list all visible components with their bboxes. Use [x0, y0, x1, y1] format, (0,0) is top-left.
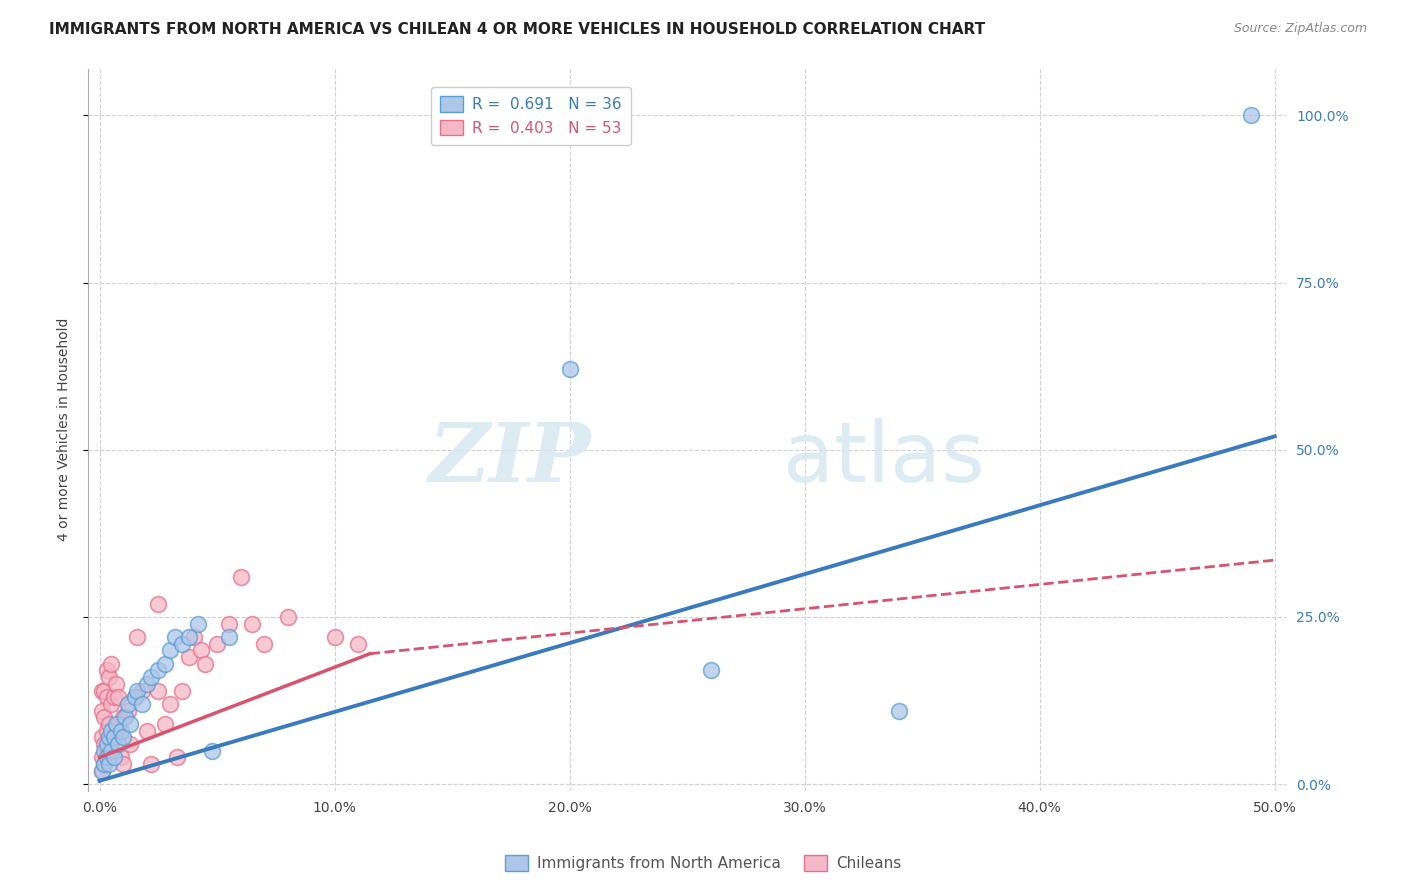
Point	[148, 597, 170, 611]
Point	[96, 664, 118, 678]
Point	[105, 677, 128, 691]
Point	[120, 717, 142, 731]
Point	[347, 637, 370, 651]
Point	[107, 690, 129, 705]
Point	[135, 723, 157, 738]
Point	[105, 723, 128, 738]
Point	[90, 764, 112, 778]
Point	[177, 630, 200, 644]
Point	[170, 637, 193, 651]
Point	[96, 750, 118, 764]
Point	[90, 731, 112, 745]
Point	[100, 657, 122, 671]
Point	[100, 744, 122, 758]
Point	[103, 690, 125, 705]
Point	[159, 697, 181, 711]
Point	[96, 750, 118, 764]
Point	[166, 750, 188, 764]
Point	[97, 731, 120, 745]
Point	[323, 630, 346, 644]
Point	[107, 717, 129, 731]
Point	[218, 630, 240, 644]
Point	[148, 683, 170, 698]
Point	[93, 737, 115, 751]
Point	[201, 744, 224, 758]
Point	[93, 683, 115, 698]
Point	[96, 737, 118, 751]
Point	[205, 637, 228, 651]
Point	[170, 683, 193, 698]
Point	[194, 657, 217, 671]
Point	[117, 704, 139, 718]
Point	[100, 697, 122, 711]
Point	[100, 737, 122, 751]
Point	[103, 731, 125, 745]
Point	[112, 710, 135, 724]
Point	[558, 362, 581, 376]
Point	[277, 610, 299, 624]
Point	[187, 616, 209, 631]
Point	[120, 737, 142, 751]
Point	[93, 757, 115, 772]
Legend: Immigrants from North America, Chileans: Immigrants from North America, Chileans	[499, 849, 907, 877]
Point	[218, 616, 240, 631]
Point	[97, 744, 120, 758]
Text: ZIP: ZIP	[429, 418, 592, 499]
Point	[90, 683, 112, 698]
Point	[141, 757, 163, 772]
Point	[107, 737, 129, 751]
Point	[93, 710, 115, 724]
Point	[699, 664, 721, 678]
Y-axis label: 4 or more Vehicles in Household: 4 or more Vehicles in Household	[58, 318, 72, 541]
Point	[114, 710, 136, 724]
Point	[93, 744, 115, 758]
Point	[103, 731, 125, 745]
Point	[97, 757, 120, 772]
Point	[155, 657, 177, 671]
Point	[253, 637, 276, 651]
Point	[112, 757, 135, 772]
Point	[97, 717, 120, 731]
Text: Source: ZipAtlas.com: Source: ZipAtlas.com	[1233, 22, 1367, 36]
Point	[90, 704, 112, 718]
Point	[110, 750, 132, 764]
Point	[183, 630, 205, 644]
Point	[112, 731, 135, 745]
Point	[190, 643, 212, 657]
Point	[97, 670, 120, 684]
Point	[124, 690, 146, 705]
Point	[127, 683, 149, 698]
Point	[96, 723, 118, 738]
Point	[127, 630, 149, 644]
Point	[177, 650, 200, 665]
Point	[96, 690, 118, 705]
Point	[1240, 108, 1263, 122]
Point	[887, 704, 910, 718]
Point	[148, 664, 170, 678]
Point	[131, 697, 153, 711]
Point	[240, 616, 263, 631]
Point	[90, 750, 112, 764]
Text: atlas: atlas	[783, 418, 984, 499]
Point	[100, 723, 122, 738]
Point	[110, 723, 132, 738]
Point	[155, 717, 177, 731]
Point	[163, 630, 186, 644]
Legend: R =  0.691   N = 36, R =  0.403   N = 53: R = 0.691 N = 36, R = 0.403 N = 53	[432, 87, 631, 145]
Point	[105, 717, 128, 731]
Point	[124, 690, 146, 705]
Point	[90, 764, 112, 778]
Point	[141, 670, 163, 684]
Point	[103, 750, 125, 764]
Text: IMMIGRANTS FROM NORTH AMERICA VS CHILEAN 4 OR MORE VEHICLES IN HOUSEHOLD CORRELA: IMMIGRANTS FROM NORTH AMERICA VS CHILEAN…	[49, 22, 986, 37]
Point	[131, 683, 153, 698]
Point	[117, 697, 139, 711]
Point	[93, 757, 115, 772]
Point	[229, 570, 252, 584]
Point	[159, 643, 181, 657]
Point	[135, 677, 157, 691]
